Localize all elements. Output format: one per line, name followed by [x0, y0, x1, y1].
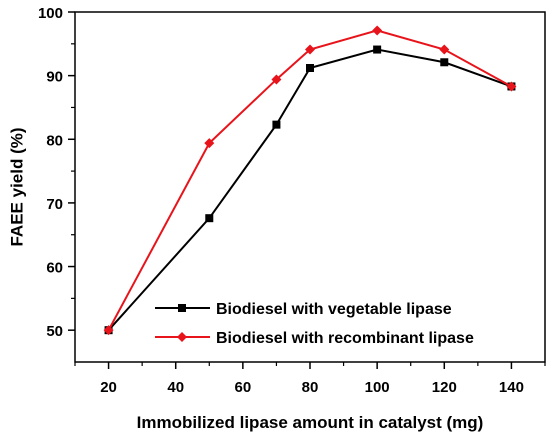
y-axis-label: FAEE yield (%)	[7, 127, 26, 246]
data-point	[271, 74, 282, 85]
legend-item: Biodiesel with vegetable lipase	[155, 301, 452, 318]
y-axis: 50 60 70 80 90 100	[38, 5, 75, 340]
x-tick-label: 120	[432, 379, 457, 396]
y-tick-label: 80	[46, 132, 63, 149]
x-tick-label: 20	[100, 379, 117, 396]
data-point	[440, 58, 449, 67]
legend-label: Biodiesel with vegetable lipase	[216, 301, 452, 318]
data-point	[272, 120, 281, 129]
y-tick-label: 50	[46, 323, 63, 340]
data-point	[103, 325, 114, 336]
series-line	[107, 48, 512, 331]
legend-marker	[177, 332, 187, 342]
series-line	[107, 29, 512, 331]
data-point	[506, 81, 517, 92]
legend-label: Biodiesel with recombinant lipase	[216, 330, 474, 347]
x-tick-label: 80	[302, 379, 319, 396]
y-tick-label: 60	[46, 260, 63, 277]
data-point	[439, 44, 450, 55]
y-tick-label: 100	[38, 5, 63, 22]
x-tick-label: 100	[365, 379, 390, 396]
series-recombinant-lipase	[103, 25, 517, 336]
data-point	[373, 45, 382, 54]
data-point	[305, 44, 315, 55]
legend-item: Biodiesel with recombinant lipase	[155, 330, 474, 347]
data-point	[205, 214, 214, 223]
data-point	[372, 25, 383, 36]
legend-marker	[178, 304, 186, 312]
y-tick-label: 90	[46, 69, 63, 86]
x-axis-label: Immobilized lipase amount in catalyst (m…	[137, 413, 484, 432]
y-tick-label: 70	[46, 196, 63, 213]
data-point	[204, 138, 215, 149]
series-layer	[103, 25, 517, 336]
series-vegetable-lipase	[104, 45, 516, 335]
x-tick-label: 40	[167, 379, 184, 396]
x-tick-label: 60	[235, 379, 252, 396]
data-point	[306, 64, 314, 72]
x-axis: 20 40 60 80 100 120 140	[74, 362, 546, 396]
x-tick-label: 140	[499, 379, 524, 396]
legend: Biodiesel with vegetable lipase Biodiesel…	[155, 301, 474, 347]
